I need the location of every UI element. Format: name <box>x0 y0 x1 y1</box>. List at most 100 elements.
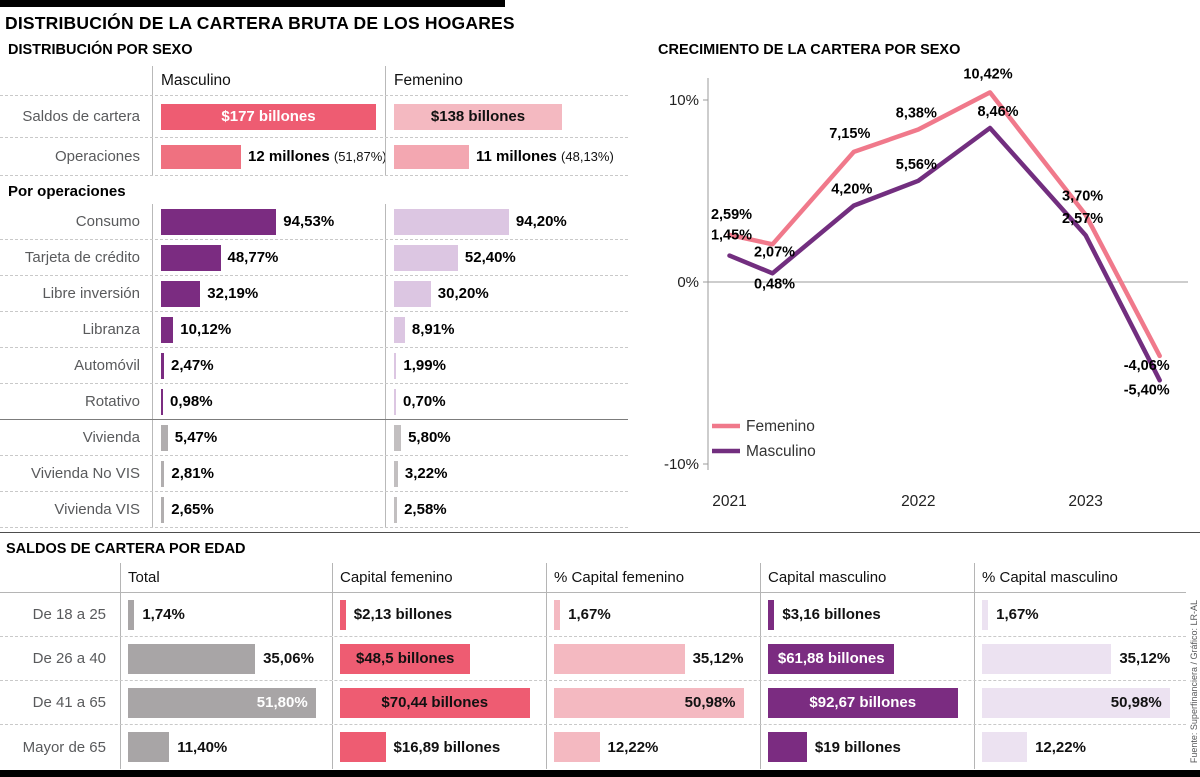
age-bar: 51,80% <box>128 687 316 718</box>
age-value: 50,98% <box>684 694 736 711</box>
operation-row: Libre inversión 32,19% 30,20% <box>0 276 628 312</box>
operaciones-cell-masculino: 12 millones (51,87%) <box>152 138 387 175</box>
operation-label: Consumo <box>75 213 140 230</box>
operation-cell-masculino: 48,77% <box>152 240 385 275</box>
operation-cell-masculino: 0,98% <box>152 384 385 419</box>
saldos-label: Saldos de cartera <box>22 108 140 125</box>
operation-row: Vivienda No VIS 2,81% 3,22% <box>0 456 628 492</box>
bar-femenino <box>394 460 398 487</box>
value-masculino: 2,81% <box>171 465 214 482</box>
point-label-masculino: 5,56% <box>896 157 937 173</box>
age-cell: 35,12% <box>974 637 1186 680</box>
x-tick-label: 2021 <box>712 493 746 510</box>
bar-masculino <box>161 496 165 523</box>
bar-femenino <box>394 280 431 307</box>
age-bar: $92,67 billones <box>768 687 958 718</box>
age-bar <box>128 643 256 674</box>
edad-header-row: Total Capital femenino% Capital femenino C… <box>0 563 1186 593</box>
edad-heading: SALDOS DE CARTERA POR EDAD <box>6 541 246 557</box>
bar-masculino <box>161 244 221 271</box>
y-tick-label: -10% <box>664 456 699 473</box>
age-bar: 50,98% <box>982 687 1170 718</box>
edad-column-header: % Capital masculino <box>974 563 1186 592</box>
age-value: $61,88 billones <box>777 650 885 667</box>
age-value: 1,74% <box>142 606 185 623</box>
age-row: De 41 a 65 51,80% $70,44 billones 50,98% $92… <box>0 681 1186 725</box>
bar-femenino <box>394 388 396 415</box>
operation-cell-masculino: 32,19% <box>152 276 385 311</box>
operation-label: Vivienda <box>82 429 140 446</box>
age-value: 11,40% <box>177 738 228 756</box>
value-femenino: 1,99% <box>403 357 446 374</box>
operation-cell-femenino: 2,58% <box>385 492 628 527</box>
age-bar <box>768 732 807 762</box>
point-label-masculino: 4,20% <box>831 182 872 198</box>
title-rule <box>0 0 505 7</box>
age-value: 35,12% <box>1119 650 1171 667</box>
value-femenino: 8,91% <box>411 321 455 338</box>
line-femenino <box>727 90 1162 359</box>
value-femenino: 30,20% <box>437 285 489 302</box>
value-masculino: 32,19% <box>207 285 259 302</box>
operaciones-label: Operaciones <box>54 148 140 165</box>
operation-cell-femenino: 0,70% <box>385 384 628 419</box>
value-masculino: 10,12% <box>180 321 232 338</box>
age-row: De 18 a 25 1,74% $2,13 billones 1,67% $3,16 … <box>0 593 1186 637</box>
age-value: $92,67 billones <box>809 694 917 711</box>
age-value: $2,13 billones <box>353 606 453 623</box>
age-bar <box>768 599 775 630</box>
point-label-femenino: 8,38% <box>896 105 937 121</box>
operaciones-count-masculino: 12 millones <box>248 148 330 165</box>
age-cell: 12,22% <box>546 725 760 769</box>
edad-column-header: Capital masculino <box>760 563 974 592</box>
age-bar <box>554 732 600 762</box>
age-bar <box>982 732 1028 762</box>
saldos-value-masculino: $177 billones <box>221 108 316 125</box>
saldos-value-femenino: $138 billones <box>430 108 526 125</box>
y-tick-label: 10% <box>669 92 699 109</box>
bar-masculino <box>161 316 174 343</box>
growth-chart-svg: 10% 0% -10% 2021 2022 2023 2,59% 2,07% 7,15% 8,38… <box>664 66 1188 510</box>
bar-femenino <box>394 424 402 451</box>
sexo-header-row: Masculino Femenino <box>0 66 628 96</box>
age-value: 35,06% <box>263 650 314 667</box>
operation-label: Automóvil <box>74 357 140 374</box>
value-masculino: 2,47% <box>171 357 214 374</box>
age-cell: $19 billones <box>760 725 974 769</box>
operation-cell-masculino: 5,47% <box>152 420 385 455</box>
value-masculino: 48,77% <box>227 249 279 266</box>
age-row: Mayor de 65 11,40% $16,89 billones 12,22% $1… <box>0 725 1186 769</box>
age-cell: $70,44 billones <box>332 681 546 724</box>
bar-masculino <box>161 460 165 487</box>
age-value: 1,67% <box>568 606 611 623</box>
operation-row: Libranza 10,12% 8,91% <box>0 312 628 348</box>
age-label: De 41 a 65 <box>32 694 106 711</box>
operation-cell-femenino: 8,91% <box>385 312 628 347</box>
operation-cell-masculino: 94,53% <box>152 204 385 239</box>
age-bar <box>128 732 170 762</box>
edad-column-header: Capital femenino <box>332 563 546 592</box>
legend-label-masculino: Masculino <box>746 443 816 460</box>
age-value: $70,44 billones <box>381 694 489 711</box>
age-cell: 51,80% <box>120 681 332 724</box>
saldos-bar-masculino: $177 billones <box>161 103 376 130</box>
line-masculino <box>727 125 1162 383</box>
operation-row: Consumo 94,53% 94,20% <box>0 204 628 240</box>
age-cell: 50,98% <box>546 681 760 724</box>
bar-masculino <box>161 388 163 415</box>
y-tick-label: 0% <box>677 274 699 291</box>
point-label-masculino: 1,45% <box>711 228 752 244</box>
operation-cell-femenino: 1,99% <box>385 348 628 383</box>
bar-masculino <box>161 208 277 235</box>
age-value: 35,12% <box>692 650 744 667</box>
age-cell: $3,16 billones <box>760 593 974 636</box>
age-cell: 1,74% <box>120 593 332 636</box>
operation-label: Vivienda VIS <box>54 501 140 518</box>
sexo-table: Masculino Femenino Saldos de cartera $17… <box>0 66 628 528</box>
operation-cell-masculino: 2,81% <box>152 456 385 491</box>
age-bar <box>340 599 346 630</box>
age-cell: 12,22% <box>974 725 1186 769</box>
saldos-bar-femenino: $138 billones <box>394 103 562 130</box>
saldos-cell-femenino: $138 billones <box>385 96 628 137</box>
